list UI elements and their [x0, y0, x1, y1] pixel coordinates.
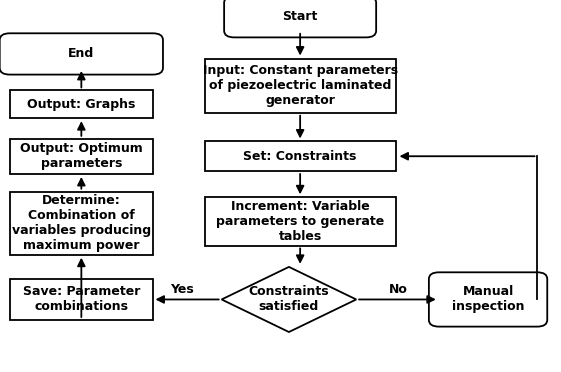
FancyBboxPatch shape	[10, 90, 153, 118]
Text: Output: Graphs: Output: Graphs	[27, 98, 136, 110]
Text: End: End	[68, 48, 94, 60]
Text: Start: Start	[282, 10, 318, 23]
Text: Determine:
Combination of
variables producing
maximum power: Determine: Combination of variables prod…	[12, 194, 151, 252]
Text: Output: Optimum
parameters: Output: Optimum parameters	[20, 142, 142, 170]
FancyBboxPatch shape	[205, 197, 396, 246]
Text: Increment: Variable
parameters to generate
tables: Increment: Variable parameters to genera…	[216, 200, 384, 243]
Text: Input: Constant parameters
of piezoelectric laminated
generator: Input: Constant parameters of piezoelect…	[203, 64, 398, 107]
FancyBboxPatch shape	[10, 279, 153, 320]
Text: No: No	[389, 283, 408, 296]
Text: Save: Parameter
combinations: Save: Parameter combinations	[22, 285, 140, 314]
FancyBboxPatch shape	[205, 58, 396, 112]
FancyBboxPatch shape	[10, 139, 153, 174]
FancyBboxPatch shape	[224, 0, 376, 38]
Polygon shape	[222, 267, 356, 332]
FancyBboxPatch shape	[0, 33, 163, 74]
Text: Set: Constraints: Set: Constraints	[243, 150, 357, 163]
Text: Manual
inspection: Manual inspection	[452, 285, 525, 314]
Text: Constraints
satisfied: Constraints satisfied	[249, 285, 329, 314]
Text: Yes: Yes	[171, 283, 194, 296]
FancyBboxPatch shape	[429, 272, 547, 327]
FancyBboxPatch shape	[205, 141, 396, 171]
FancyBboxPatch shape	[10, 192, 153, 255]
